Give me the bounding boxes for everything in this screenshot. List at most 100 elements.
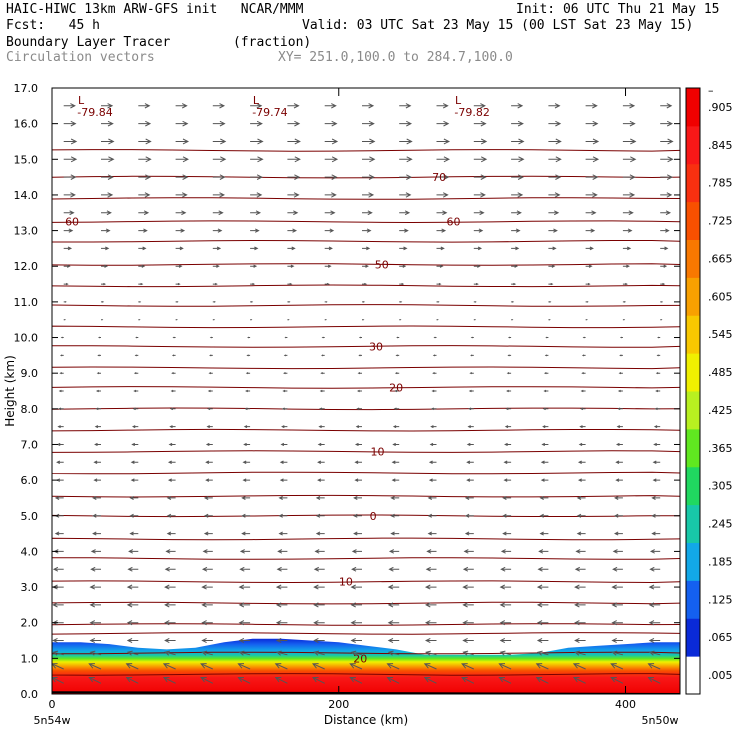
wind-vector [54,495,64,500]
wind-vector [649,549,661,554]
wind-vector [171,354,176,357]
colorbar-label: .005 [708,669,733,682]
wind-vector [175,301,179,303]
wind-vector [138,228,148,233]
wind-vector [324,318,327,321]
wind-vector [287,210,299,216]
wind-vector [536,650,549,656]
wind-vector [585,246,594,251]
wind-vector [505,407,512,411]
wind-vector [580,389,586,393]
wind-vector [511,103,524,109]
wind-vector [93,478,101,482]
wind-vector [200,663,214,670]
wind-vector [548,120,562,127]
wind-vector [429,442,437,447]
wind-vector [212,138,227,145]
wind-vector [660,301,664,303]
wind-vector [622,318,626,321]
wind-vector [535,663,549,670]
wind-vector [394,389,400,393]
wind-vector [242,478,251,482]
colorbar-segment [686,201,700,240]
wind-vector [436,138,451,145]
wind-vector [504,442,512,447]
wind-vector [622,246,632,251]
wind-vector [393,407,400,411]
wind-vector [651,495,661,500]
wind-vector [164,602,176,608]
wind-vector [542,425,549,429]
wind-vector [164,566,176,572]
wind-vector [622,138,637,145]
wind-vector [324,138,339,145]
field-title: Boundary Layer Tracer (fraction) [6,35,312,50]
wind-vector [657,336,661,339]
wind-vector [52,663,64,670]
wind-vector [428,460,437,465]
wind-vector [473,264,481,268]
temperature-contour [52,494,680,498]
wind-vector [134,354,139,357]
wind-vector [499,584,512,590]
wind-vector [324,156,339,163]
wind-vector [362,192,375,198]
wind-vector [500,566,512,572]
forecast-hour: Fcst: 45 h [6,18,100,33]
wind-vector [436,246,445,251]
wind-vector [575,549,586,554]
wind-vector [613,531,623,536]
wind-vector [126,637,139,644]
wind-vector [473,192,486,198]
wind-vector [350,602,362,608]
contour-label: 50 [375,258,389,271]
colorbar-label: .665 [708,252,733,265]
wind-vector [423,663,437,670]
wind-vector [324,228,335,233]
wind-vector [201,584,213,590]
wind-vector [315,495,325,500]
wind-vector [574,566,586,572]
wind-vector [238,584,251,590]
wind-vector [324,103,337,109]
wind-vector [436,156,451,163]
wind-vector [436,210,448,216]
wind-vector [539,495,549,500]
wind-vector [133,372,139,375]
wind-vector [395,354,400,357]
wind-vector [511,246,520,251]
wind-vector [548,192,561,198]
wind-vector [205,478,213,482]
wind-vector [617,389,623,393]
x-tick-label: 0 [49,698,56,711]
wind-vector [467,425,474,429]
wind-vector [207,407,213,411]
wind-vector [647,677,661,684]
wind-vector [63,156,78,163]
wind-vector [138,138,152,145]
wind-vector [615,442,623,447]
colorbar-frame [685,87,701,695]
wind-vector [464,513,474,518]
wind-vector [622,192,636,198]
wind-vector [164,584,176,590]
wind-vector [52,602,64,608]
wind-vector [175,228,186,233]
wind-vector [617,407,623,411]
wind-vector [283,372,288,375]
temperature-contour [52,304,680,307]
wind-vector [660,192,673,198]
wind-vector [287,228,298,233]
colorbar-label: .785 [708,177,733,190]
wind-vector [548,318,551,321]
y-tick-label: 17.0 [14,82,39,95]
wind-vector [386,677,400,684]
wind-vector [548,103,561,109]
wind-vector [89,584,101,590]
circulation-vectors [52,103,674,684]
wind-vector [63,228,74,233]
wind-vector [349,677,363,684]
colorbar-segment [686,88,700,127]
y-tick-label: 1.0 [21,652,39,665]
